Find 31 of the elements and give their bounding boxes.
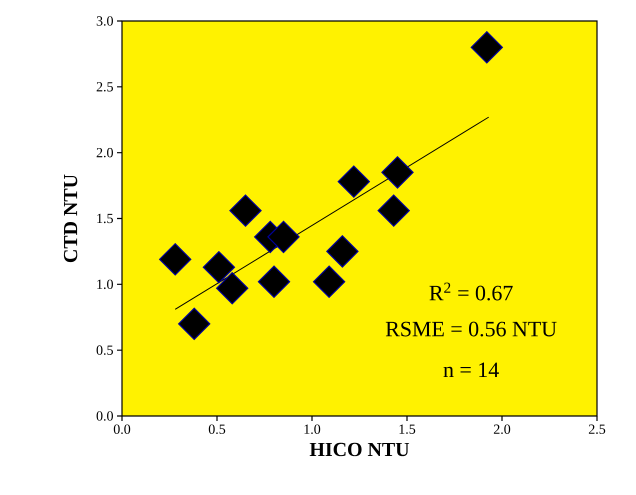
point: [470, 31, 503, 64]
point: [178, 308, 210, 340]
x-tick-label: 0.5: [208, 424, 226, 434]
point: [326, 235, 359, 268]
annotation: R$^{2}$ = 0.67: [430, 282, 513, 301]
y-tick-label: 2.5: [96, 82, 113, 92]
y-tick-label: 1.5: [97, 214, 113, 224]
y-axis-title: CTD NTU: [64, 174, 78, 262]
point: [159, 243, 192, 276]
x-axis-title: HICO NTU: [310, 442, 410, 456]
point: [229, 194, 262, 227]
y-tick-label: 2.0: [96, 148, 113, 158]
y-tick-label: 0.0: [96, 411, 113, 421]
y-tick-label: 0.5: [96, 345, 113, 355]
y-tick-label: 3.0: [96, 16, 113, 26]
point: [202, 251, 236, 284]
annotation: n = 14: [444, 362, 499, 378]
point: [258, 266, 290, 298]
point: [216, 272, 248, 304]
annotation: RSME = 0.56 NTU: [386, 322, 557, 337]
point: [381, 156, 414, 189]
y-tick-label: 1.0: [97, 280, 113, 290]
point: [267, 220, 300, 254]
x-tick-label: 1.5: [400, 424, 416, 434]
x-tick-label: 0.0: [114, 424, 130, 434]
point: [338, 165, 370, 198]
point: [378, 194, 410, 227]
x-tick-label: 1.0: [304, 424, 320, 434]
point: [312, 266, 346, 298]
x-tick-label: 2.0: [494, 424, 510, 434]
x-tick-label: 2.5: [588, 424, 606, 434]
